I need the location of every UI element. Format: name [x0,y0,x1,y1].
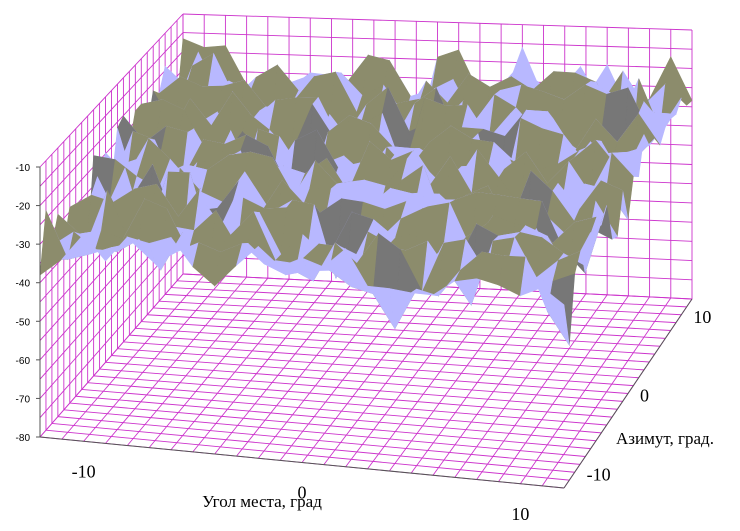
left-wall-zline [39,32,184,187]
z-tick-label: -40 [16,279,31,290]
y-tick-label: -10 [587,464,611,484]
surface-mesh [39,38,693,347]
x-tick-label: 0 [298,483,307,503]
floor-gridline-x [541,297,672,487]
surface-patch [541,286,570,346]
z-tick-label: -80 [16,433,31,444]
floor-gridline-x [498,295,629,482]
back-wall-zline [182,32,693,50]
y-tick-label: 0 [640,386,649,406]
frame-edge [39,436,565,489]
z-tick-label: -50 [16,317,31,328]
floor-gridline-y [159,300,671,331]
floor-grid [39,273,693,489]
box-frame [39,167,693,489]
x-tick-label: 10 [511,504,529,524]
z-tick-label: -20 [16,202,31,213]
floor-gridline-y [165,293,677,324]
z-tick-label: -10 [16,163,31,174]
back-wall-zline [182,13,693,31]
left-wall-zline [39,255,184,419]
y-axis-label: Азимут, град. [616,429,714,448]
z-tick-label: -30 [16,240,31,251]
floor-gridline-x [519,296,650,485]
z-tick-label: -60 [16,356,31,367]
z-tick-label: -70 [16,394,31,405]
floor-gridline-y [171,287,682,316]
x-axis-ticks: -10 0 10 [72,461,530,524]
z-axis-ticks: -10 -20 -30 -40 -50 -60 -70 -80 [16,163,40,444]
y-axis-ticks: -10 0 10 [587,307,712,485]
x-tick-label: -10 [72,461,96,481]
x-axis-label: Угол места, град [202,492,322,511]
y-tick-label: 10 [693,307,711,327]
left-wall-zline [39,13,184,168]
left-wall-zline [39,50,184,206]
frame-edge [563,298,693,489]
floor-gridline-y [135,327,650,363]
